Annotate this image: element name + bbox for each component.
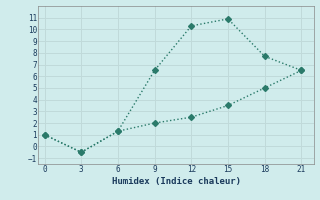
X-axis label: Humidex (Indice chaleur): Humidex (Indice chaleur) xyxy=(111,177,241,186)
